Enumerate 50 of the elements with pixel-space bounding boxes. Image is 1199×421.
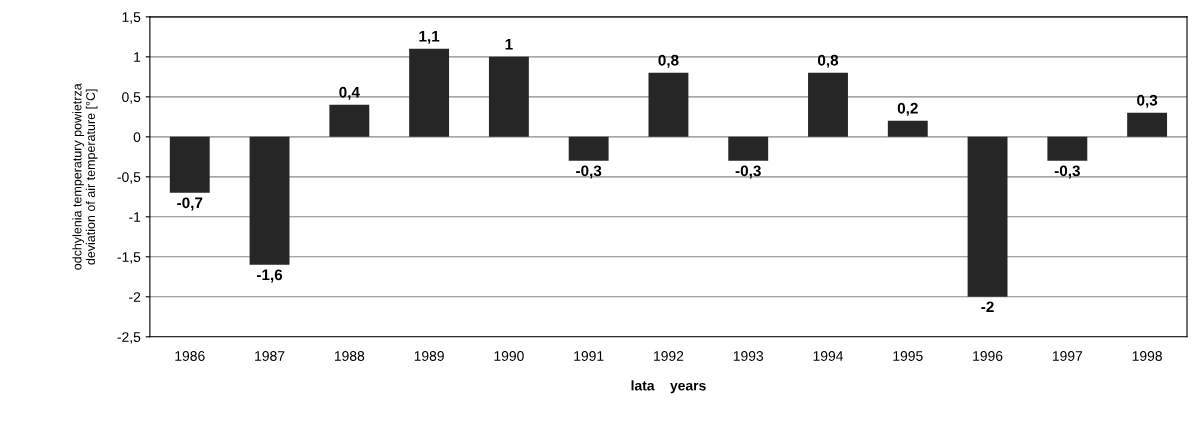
bar xyxy=(728,136,769,161)
bar xyxy=(808,72,848,137)
data-label: 1,1 xyxy=(419,30,440,44)
data-label: -2 xyxy=(981,301,994,313)
x-tick-label: 1990 xyxy=(494,351,524,361)
bar xyxy=(568,136,609,161)
bar xyxy=(887,120,928,137)
data-label: 0,8 xyxy=(817,54,839,68)
y-tick-label: 0 xyxy=(133,132,141,142)
bar xyxy=(967,136,1008,297)
data-label: -0,3 xyxy=(576,165,602,179)
y-axis-title: odchylenia temperatury powietrza deviation of air temperature [°C] xyxy=(72,83,98,270)
x-tick-label: 1988 xyxy=(334,351,365,361)
y-tick-label: -0,5 xyxy=(117,172,141,184)
data-label: 0,4 xyxy=(339,86,360,100)
x-tick-label: 1992 xyxy=(654,351,684,361)
data-label: 0,2 xyxy=(897,102,918,116)
bar xyxy=(1127,112,1168,137)
x-axis-title: lata years xyxy=(631,380,706,394)
y-tick-label: -1 xyxy=(129,212,141,222)
x-tick-label: 1987 xyxy=(255,351,285,361)
x-tick-label: 1991 xyxy=(574,351,604,361)
bar xyxy=(409,48,450,137)
bar xyxy=(488,56,529,137)
x-tick-label: 1994 xyxy=(813,351,844,361)
data-label: 1 xyxy=(505,38,513,50)
x-tick-label: 1998 xyxy=(1132,351,1162,361)
data-label: 0,3 xyxy=(1137,94,1158,108)
x-tick-label: 1986 xyxy=(175,351,205,361)
bar xyxy=(249,136,290,265)
y-tick-label: 1,5 xyxy=(122,12,141,24)
y-tick-label: -2,5 xyxy=(117,332,141,344)
x-tick-label: 1997 xyxy=(1052,351,1083,361)
bar xyxy=(648,72,689,137)
x-tick-label: 1996 xyxy=(973,351,1003,361)
data-label: -0,3 xyxy=(735,165,761,179)
bar xyxy=(1047,136,1088,161)
bar xyxy=(329,104,370,137)
y-tick-label: -1,5 xyxy=(117,252,141,264)
data-label: -1,6 xyxy=(256,269,283,283)
y-tick-label: -2 xyxy=(129,292,141,302)
x-tick-label: 1989 xyxy=(414,351,444,361)
data-label: 0,8 xyxy=(658,54,679,68)
bar xyxy=(169,136,210,193)
data-label: -0,7 xyxy=(177,197,203,211)
y-tick-label: 0,5 xyxy=(122,92,141,104)
data-label: -0,3 xyxy=(1054,165,1080,179)
x-tick-label: 1993 xyxy=(733,351,764,361)
y-tick-label: 1 xyxy=(134,52,141,62)
x-tick-label: 1995 xyxy=(893,351,923,361)
